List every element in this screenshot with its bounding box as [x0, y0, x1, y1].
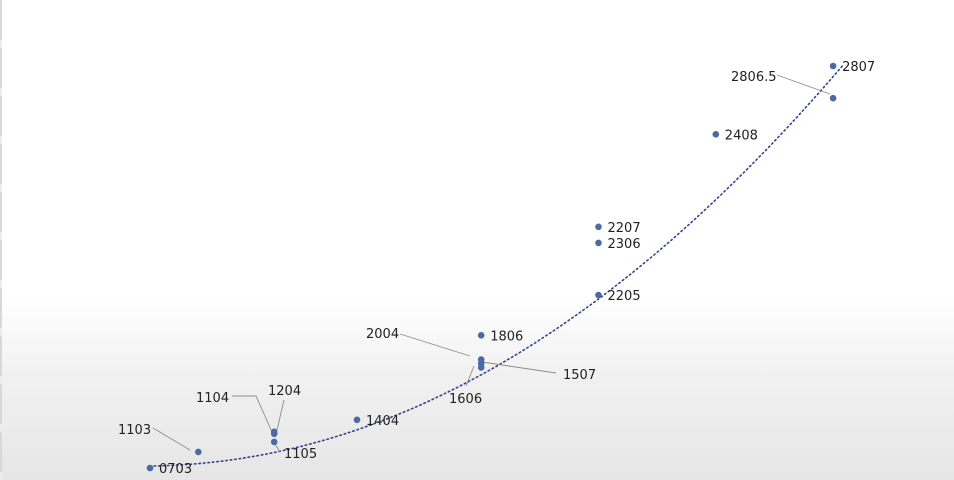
- data-label-2004: 2004: [366, 327, 399, 342]
- data-label-1404: 1404: [366, 414, 399, 429]
- leader-line-1606: [465, 365, 475, 387]
- trendline-layer: [153, 63, 845, 467]
- leader-line-1204: [276, 399, 285, 431]
- data-label-2408: 2408: [725, 128, 758, 143]
- leader-line-1105: [274, 443, 281, 453]
- data-point-2306: [595, 239, 602, 247]
- leader-line-1104: [232, 395, 273, 433]
- data-label-1204: 1204: [268, 384, 301, 399]
- data-label-2205: 2205: [608, 289, 641, 304]
- data-point-1204: [270, 430, 278, 438]
- data-label-1104: 1104: [196, 391, 229, 406]
- leader-line-2806-5: [776, 74, 831, 95]
- left-edge-border: [0, 0, 2, 480]
- data-point-1404: [353, 416, 361, 424]
- data-label-1507: 1507: [563, 368, 596, 383]
- data-label-1806: 1806: [490, 329, 523, 344]
- data-label-2306: 2306: [608, 237, 641, 252]
- data-point-2207: [595, 223, 602, 231]
- leader-line-2004: [399, 333, 471, 357]
- data-label-0703: 0703: [159, 462, 192, 477]
- leader-line-1507: [481, 361, 557, 374]
- labels-layer: 0703 1103 1104 1204 1105 1404 2004 1507 1606 1806…: [118, 60, 875, 477]
- data-point-1105: [270, 438, 278, 446]
- data-point-0703: [146, 464, 154, 472]
- data-label-2207: 2207: [608, 221, 641, 236]
- data-point-1806: [477, 332, 485, 339]
- points-layer: [146, 62, 837, 472]
- trendline: [153, 63, 845, 467]
- data-point-2806-5: [829, 94, 837, 102]
- leader-line-1103: [152, 427, 191, 451]
- data-point-1103: [195, 448, 202, 456]
- data-point-2807: [829, 62, 837, 70]
- data-label-2806-5: 2806.5: [731, 70, 777, 85]
- data-label-2807: 2807: [842, 60, 875, 75]
- data-label-1103: 1103: [118, 423, 151, 438]
- data-point-2205: [595, 291, 602, 299]
- data-point-2408: [712, 131, 720, 138]
- data-label-1606: 1606: [449, 392, 482, 407]
- data-label-1105: 1105: [284, 447, 317, 462]
- leader-lines-layer: [152, 74, 831, 453]
- data-point-1606: [477, 364, 485, 371]
